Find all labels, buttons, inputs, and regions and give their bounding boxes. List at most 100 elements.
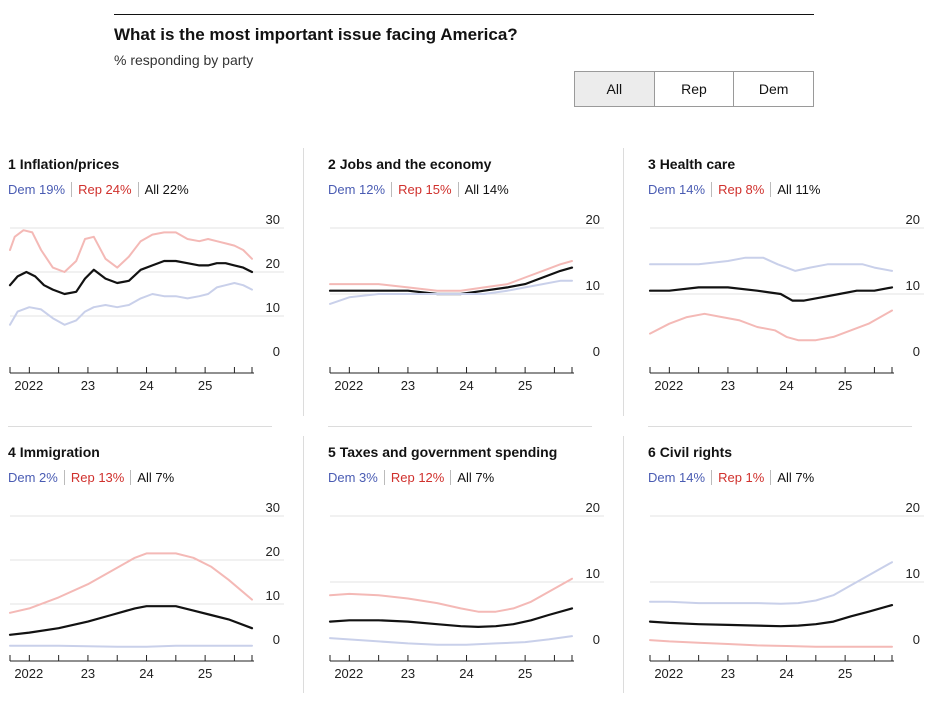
x-tick-label: 24 [139, 378, 153, 393]
column-divider [303, 148, 304, 416]
series-line-dem [649, 561, 893, 605]
chart-rank: 5 [328, 444, 336, 460]
x-tick-label: 24 [779, 378, 793, 393]
x-tick-label: 24 [139, 666, 153, 681]
chart-title: 2 Jobs and the economy [328, 156, 491, 172]
toggle-all-button[interactable]: All [575, 72, 655, 106]
y-tick-label: 10 [266, 300, 280, 315]
series-line-rep [9, 229, 253, 273]
x-tick-label: 24 [459, 666, 473, 681]
legend-rep: Rep 24% [72, 182, 139, 197]
chart-title-text: Inflation/prices [19, 156, 120, 172]
legend-rep: Rep 15% [392, 182, 459, 197]
x-tick-label: 25 [518, 666, 532, 681]
toggle-dem-button[interactable]: Dem [734, 72, 814, 106]
x-tick-label: 2022 [334, 666, 363, 681]
x-tick-label: 23 [81, 378, 95, 393]
series-line-dem [9, 282, 253, 326]
row-divider [648, 426, 912, 427]
y-tick-label: 0 [913, 344, 920, 359]
line-chart: 0 10 20 2022 23 24 25 [328, 212, 604, 393]
y-tick-label: 0 [593, 632, 600, 647]
y-tick-label: 10 [266, 588, 280, 603]
chart-title: 1 Inflation/prices [8, 156, 119, 172]
y-tick-label: 20 [586, 212, 600, 227]
series-line-all [8, 605, 254, 636]
legend-all: All 7% [777, 470, 815, 485]
y-tick-label: 10 [586, 278, 600, 293]
chart-legend: Dem 3% Rep 12% All 7% [328, 470, 500, 485]
y-tick-label: 0 [273, 344, 280, 359]
line-chart: 0 10 20 30 2022 23 24 25 [8, 212, 284, 393]
party-toggle: All Rep Dem [574, 71, 814, 107]
chart-title-text: Jobs and the economy [339, 156, 492, 172]
legend-dem: Dem 14% [648, 182, 713, 197]
legend-all: All 7% [457, 470, 495, 485]
chart-title-text: Taxes and government spending [339, 444, 558, 460]
page-subtitle: % responding by party [114, 52, 254, 68]
x-tick-label: 2022 [654, 666, 683, 681]
x-tick-label: 24 [459, 378, 473, 393]
page-title: What is the most important issue facing … [114, 25, 518, 44]
chart-panel: 6 Civil rights Dem 14% Rep 1% All 7% 0 10 20 20… [648, 438, 929, 698]
series-line-all [328, 266, 574, 296]
chart-panel: 1 Inflation/prices Dem 19% Rep 24% All 22% 0… [8, 150, 308, 410]
column-divider [623, 436, 624, 693]
chart-rank: 1 [8, 156, 16, 172]
chart-title-text: Health care [659, 156, 736, 172]
y-tick-label: 10 [586, 566, 600, 581]
chart-title: 6 Civil rights [648, 444, 732, 460]
series-line-all [648, 603, 894, 628]
series-line-dem [329, 635, 573, 646]
x-tick-label: 2022 [14, 666, 43, 681]
chart-panel: 3 Health care Dem 14% Rep 8% All 11% 0 10 20 20… [648, 150, 929, 410]
series-line-dem [329, 279, 573, 305]
x-tick-label: 25 [838, 378, 852, 393]
legend-rep: Rep 13% [64, 470, 132, 485]
chart-rank: 6 [648, 444, 656, 460]
y-tick-label: 10 [906, 278, 920, 293]
y-tick-label: 20 [266, 256, 280, 271]
chart-title-text: Immigration [19, 444, 100, 460]
y-tick-label: 0 [913, 632, 920, 647]
row-divider [8, 426, 272, 427]
chart-title-text: Civil rights [659, 444, 733, 460]
column-divider [303, 436, 304, 693]
row-divider [328, 426, 592, 427]
toggle-rep-button[interactable]: Rep [654, 72, 735, 106]
chart-legend: Dem 12% Rep 15% All 14% [328, 182, 515, 197]
series-line-rep [329, 260, 573, 292]
chart-legend: Dem 19% Rep 24% All 22% [8, 182, 195, 197]
legend-rep: Rep 1% [712, 470, 772, 485]
series-line-rep [329, 577, 573, 613]
chart-title: 3 Health care [648, 156, 735, 172]
chart-title: 4 Immigration [8, 444, 100, 460]
chart-legend: Dem 14% Rep 1% All 7% [648, 470, 820, 485]
x-tick-label: 25 [838, 666, 852, 681]
legend-dem: Dem 2% [8, 470, 65, 485]
series-line-rep [9, 552, 253, 614]
y-tick-label: 20 [906, 500, 920, 515]
chart-legend: Dem 14% Rep 8% All 11% [648, 182, 826, 197]
y-tick-label: 30 [266, 500, 280, 515]
legend-dem: Dem 3% [328, 470, 385, 485]
line-chart: 0 10 20 2022 23 24 25 [648, 500, 924, 681]
chart-rank: 2 [328, 156, 336, 172]
series-line-all [648, 286, 894, 302]
legend-all: All 22% [144, 182, 189, 197]
x-tick-label: 23 [721, 666, 735, 681]
x-tick-label: 23 [721, 378, 735, 393]
series-line-rep [649, 309, 893, 342]
legend-all: All 14% [464, 182, 509, 197]
x-tick-label: 25 [198, 378, 212, 393]
series-line-rep [649, 639, 893, 648]
y-tick-label: 30 [266, 212, 280, 227]
x-tick-label: 23 [81, 666, 95, 681]
x-tick-label: 2022 [654, 378, 683, 393]
y-tick-label: 20 [586, 500, 600, 515]
column-divider [623, 148, 624, 416]
legend-rep: Rep 12% [384, 470, 452, 485]
legend-all: All 11% [777, 182, 821, 197]
x-tick-label: 25 [518, 378, 532, 393]
y-tick-label: 20 [906, 212, 920, 227]
